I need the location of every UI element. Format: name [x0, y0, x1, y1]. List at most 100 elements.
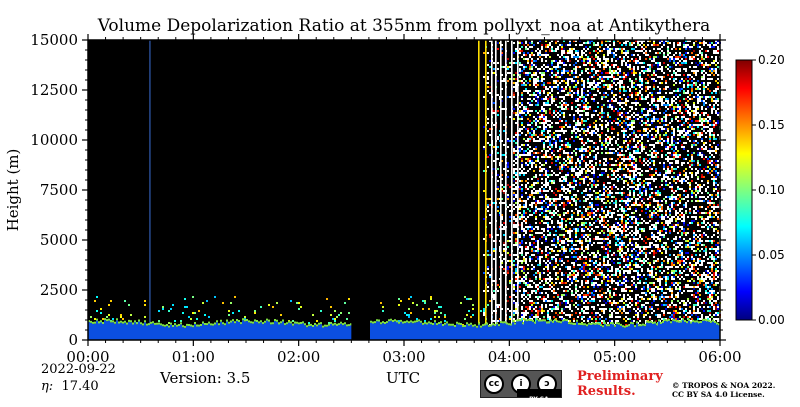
noise-speckle-group-3	[483, 148, 485, 150]
noise-speckle-group-41	[489, 276, 491, 278]
noise-speckle-group-35	[489, 154, 491, 156]
noise-speckle-group-874	[416, 304, 418, 306]
noise-speckle-group-861	[130, 314, 132, 316]
license-tag: BY SA	[517, 389, 561, 403]
noise-speckle-group-5	[483, 190, 485, 192]
y-tick-label: 5000	[40, 231, 78, 249]
noise-speckle-group-79	[497, 48, 499, 50]
noise-speckle-group-26	[487, 254, 489, 256]
noise-speckle-group-274	[521, 122, 523, 124]
noise-speckle-group-250	[519, 118, 521, 120]
copyright-note: © TROPOS & NOA 2022. CC BY SA 4.0 Licens…	[672, 381, 775, 399]
noise-speckle-group-446	[539, 222, 541, 224]
date-label: 2022-09-22	[41, 362, 116, 377]
noise-speckle-group-319	[525, 144, 527, 146]
noise-speckle-group-140	[507, 96, 509, 98]
noise-speckle-group-139	[507, 80, 509, 82]
noise-speckle-group-302	[523, 212, 525, 214]
noise-speckle-group-225	[515, 284, 517, 286]
y-tick-label: 7500	[40, 181, 78, 199]
noise-speckle-group-393	[533, 176, 535, 178]
noise-speckle-group-214	[515, 156, 517, 158]
cc-license-badge[interactable]: cc i ↄ BY SA	[480, 370, 562, 403]
noise-speckle-group-4	[483, 170, 485, 172]
noise-speckle-group-862	[144, 304, 146, 306]
copyright-line-1: © TROPOS & NOA 2022.	[672, 381, 776, 390]
noise-speckle-group-340	[527, 292, 529, 294]
x-tick-label: 06:00	[698, 348, 741, 366]
signal-streak-5	[505, 40, 507, 340]
noise-speckle-group-394	[533, 196, 535, 198]
colorbar-tick-label: 0.10	[758, 183, 785, 197]
noise-speckle-group-390	[533, 120, 535, 122]
cc-icon: cc	[484, 374, 504, 394]
vertical-trace-line	[149, 40, 151, 340]
signal-streak-2	[491, 40, 493, 340]
boundary-layer-crest	[88, 318, 720, 328]
noise-speckle-group-357	[529, 210, 531, 212]
colorbar-tick-label: 0.20	[758, 53, 785, 67]
boundary-layer-signal	[88, 320, 720, 340]
noise-speckle-group-328	[527, 52, 529, 54]
preliminary-line-2: Results.	[577, 384, 636, 399]
noise-speckle-group-389	[533, 92, 535, 94]
signal-streak-6	[511, 40, 513, 340]
y-tick-label: 2500	[40, 281, 78, 299]
y-tick-label: 12500	[30, 81, 78, 99]
version-label: Version: 3.5	[160, 369, 251, 387]
y-tick-label: 10000	[30, 131, 78, 149]
colorbar-gradient	[735, 59, 753, 321]
x-tick-label: 00:00	[66, 348, 109, 366]
x-tick-label: 04:00	[488, 348, 531, 366]
noise-speckle-group-303	[523, 214, 525, 216]
noise-speckle-group-89	[497, 206, 499, 208]
y-axis-label: Height (m)	[4, 149, 22, 232]
plot-background	[88, 40, 720, 340]
noise-speckle-group-217	[515, 214, 517, 216]
noise-speckle-group-412	[535, 204, 537, 206]
license-tag-text: BY SA	[529, 396, 549, 402]
noise-speckle-group-367	[531, 64, 533, 66]
noise-speckle-group-148	[507, 198, 509, 200]
noise-speckle-group-858	[102, 318, 104, 320]
eta-value: 17.40	[61, 379, 99, 394]
noise-speckle-group-261	[519, 244, 521, 246]
noise-speckle-group-313	[525, 80, 527, 82]
noise-speckle-group-370	[531, 94, 533, 96]
noise-speckle-group-392	[533, 170, 535, 172]
noise-speckle-group-869	[316, 320, 318, 322]
noise-speckle-group-305	[523, 266, 525, 268]
colorbar-tick-label: 0.15	[758, 118, 785, 132]
noise-speckle-group-414	[535, 216, 537, 218]
noise-speckle-group-354	[529, 162, 531, 164]
x-axis-label: UTC	[386, 369, 421, 387]
noise-speckle-group-194	[513, 222, 515, 224]
noise-speckle-group-146	[507, 184, 527, 190]
noise-speckle-group-865	[232, 312, 234, 314]
noise-speckle-group-263	[519, 282, 521, 284]
noise-speckle-group-344	[529, 68, 531, 70]
noise-speckle-group-27	[487, 266, 489, 268]
noise-speckle-group-877	[438, 306, 440, 308]
noise-speckle-group-416	[535, 256, 537, 258]
preliminary-results-note: Preliminary Results.	[577, 369, 663, 399]
noise-speckle-group-871	[348, 312, 350, 314]
license-tag-svg: BY SA	[529, 396, 549, 403]
noise-speckle-group-870	[334, 320, 336, 322]
noise-speckle-group-449	[539, 272, 541, 274]
colorbar-tick-label: 0.00	[758, 313, 785, 327]
noise-speckle-group-872	[398, 298, 400, 300]
noise-speckle-group-191	[513, 180, 515, 182]
x-tick-label: 02:00	[277, 348, 320, 366]
noise-speckle-group-863	[168, 310, 170, 312]
colorbar-tick-label: 0.05	[758, 248, 785, 262]
signal-streak-0	[478, 40, 480, 340]
signal-streak-7	[517, 40, 519, 340]
noise-speckle-group-881	[470, 298, 472, 300]
noise-speckle-group-343	[529, 64, 531, 66]
noise-speckle-group-373	[531, 138, 533, 140]
noise-speckle-group-880	[464, 318, 466, 320]
noise-speckle-group-81	[497, 110, 499, 112]
data-gap-block	[351, 322, 369, 340]
